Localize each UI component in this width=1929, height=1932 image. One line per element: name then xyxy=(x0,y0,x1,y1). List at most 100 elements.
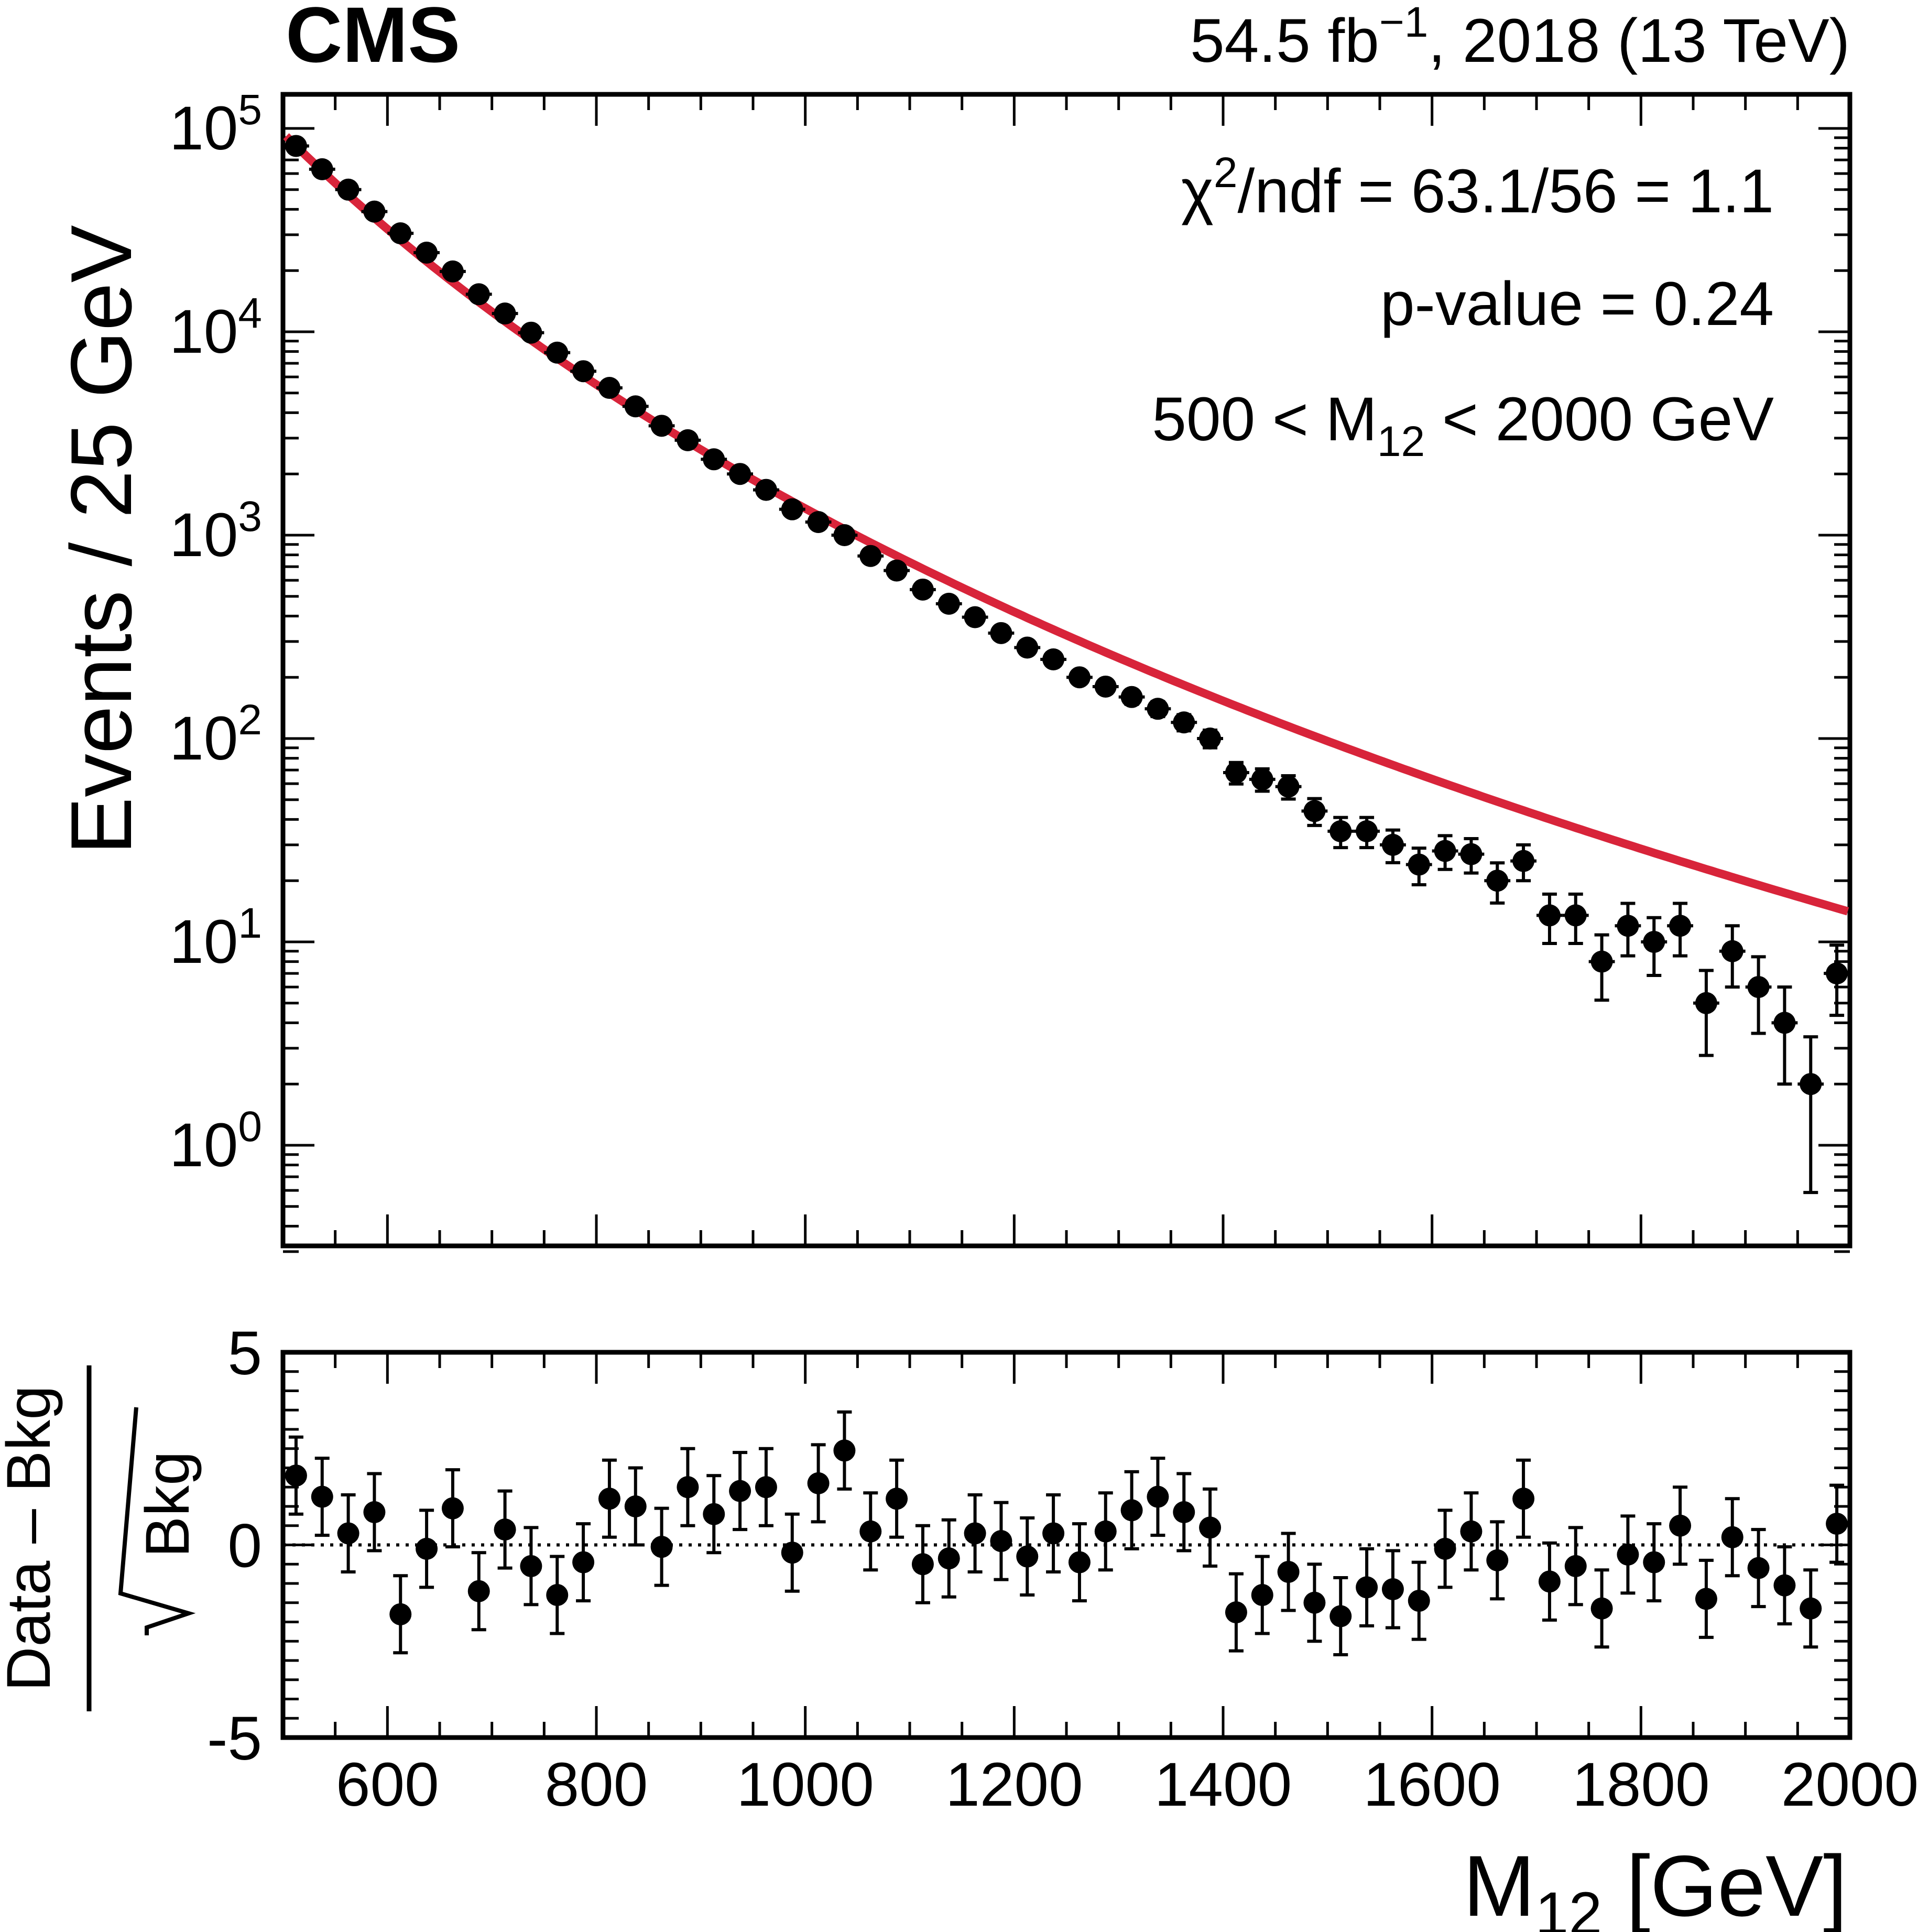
ratio-data-marker xyxy=(755,1476,777,1499)
ratio-data-point xyxy=(520,1526,542,1607)
ratio-data-marker xyxy=(1538,1570,1561,1593)
ratio-data-marker xyxy=(938,1547,960,1570)
main-data-point xyxy=(831,524,858,546)
main-data-marker xyxy=(1042,648,1065,671)
main-data-point xyxy=(413,242,440,264)
main-y-tick-label: 104 xyxy=(169,289,262,366)
ratio-data-marker xyxy=(1617,1543,1639,1566)
main-data-point xyxy=(1118,686,1145,708)
ratio-y-title-denominator: Bkg xyxy=(133,1451,202,1557)
ratio-data-point xyxy=(572,1522,595,1603)
main-data-marker xyxy=(1120,686,1143,708)
mass-range-annotation: 500 < M12 < 2000 GeV xyxy=(1152,385,1774,465)
main-data-marker xyxy=(781,498,803,520)
ratio-data-marker xyxy=(416,1537,438,1560)
ratio-data-point xyxy=(1617,1514,1639,1595)
x-tick-label: 1400 xyxy=(1154,1750,1292,1819)
main-data-marker xyxy=(1094,675,1117,698)
ratio-axis-ticks xyxy=(281,1351,1851,1739)
ratio-data-marker xyxy=(1826,1513,1848,1535)
main-data-point xyxy=(1719,924,1746,989)
ratio-data-marker xyxy=(624,1495,647,1517)
ratio-data-marker xyxy=(1225,1601,1247,1624)
ratio-data-marker xyxy=(1434,1537,1456,1560)
main-data-point xyxy=(440,260,466,283)
main-data-point xyxy=(1484,861,1511,905)
ratio-data-marker xyxy=(990,1530,1012,1553)
main-data-marker xyxy=(1721,940,1743,962)
ratio-data-point xyxy=(1356,1547,1378,1627)
ratio-data-marker xyxy=(1120,1499,1143,1522)
ratio-data-point xyxy=(598,1458,620,1539)
main-data-point xyxy=(1797,1035,1824,1195)
main-data-point xyxy=(884,559,910,582)
ratio-data-marker xyxy=(285,1464,307,1487)
ratio-data-marker xyxy=(441,1497,464,1519)
ratio-y-tick-label: -5 xyxy=(207,1704,262,1773)
ratio-data-point xyxy=(703,1474,725,1555)
ratio-data-marker xyxy=(467,1580,490,1602)
ratio-data-marker xyxy=(1460,1520,1483,1543)
x-tick-label: 1600 xyxy=(1363,1750,1501,1819)
main-y-tick-label: 102 xyxy=(169,696,262,773)
ratio-data-point xyxy=(990,1501,1012,1581)
main-data-marker xyxy=(964,606,986,628)
main-data-point xyxy=(1693,969,1719,1057)
ratio-data-marker xyxy=(1303,1591,1326,1614)
ratio-data-point xyxy=(1695,1558,1717,1639)
ratio-data-marker xyxy=(1173,1501,1195,1524)
ratio-data-marker xyxy=(1747,1557,1770,1579)
main-data-point xyxy=(701,448,727,471)
ratio-data-point xyxy=(1042,1493,1065,1573)
ratio-data-point xyxy=(1068,1522,1091,1603)
ratio-data-point xyxy=(1800,1568,1822,1649)
ratio-data-points xyxy=(285,1410,1848,1656)
ratio-data-point xyxy=(441,1468,464,1549)
ratio-data-marker xyxy=(1199,1516,1222,1539)
main-data-marker xyxy=(1329,820,1352,842)
ratio-data-point xyxy=(1773,1545,1796,1626)
ratio-data-marker xyxy=(1695,1588,1717,1610)
main-data-point xyxy=(1405,846,1432,886)
main-data-point xyxy=(910,578,936,601)
main-data-marker xyxy=(311,158,333,180)
main-axis-ticks xyxy=(281,94,1851,1253)
main-data-point xyxy=(1354,816,1380,850)
main-y-tick-label: 105 xyxy=(169,86,262,163)
main-panel-frame xyxy=(280,92,1852,1249)
main-data-marker xyxy=(1590,950,1613,973)
ratio-data-point xyxy=(467,1551,490,1632)
ratio-data-marker xyxy=(1669,1514,1692,1537)
ratio-data-point xyxy=(311,1457,333,1537)
x-tick-label: 1200 xyxy=(945,1750,1083,1819)
main-data-point xyxy=(1014,636,1041,659)
main-data-marker xyxy=(1277,775,1300,798)
ratio-data-marker xyxy=(650,1536,673,1558)
ratio-data-marker xyxy=(833,1439,856,1462)
main-data-point xyxy=(1458,837,1485,875)
main-data-point xyxy=(1092,675,1119,698)
ratio-data-point xyxy=(755,1447,777,1527)
main-data-marker xyxy=(1225,761,1247,784)
ratio-data-point xyxy=(1303,1562,1326,1643)
ratio-data-marker xyxy=(1408,1590,1430,1612)
ratio-data-point xyxy=(859,1491,882,1572)
main-data-point xyxy=(1380,828,1406,864)
ratio-data-marker xyxy=(1800,1597,1822,1620)
main-data-point xyxy=(622,395,649,418)
ratio-data-point xyxy=(494,1489,516,1570)
main-y-tick-label: 101 xyxy=(169,899,262,976)
main-data-marker xyxy=(1826,962,1848,985)
ratio-data-marker xyxy=(1016,1545,1039,1568)
main-data-marker xyxy=(1199,728,1222,750)
main-data-marker xyxy=(546,341,569,364)
main-data-point xyxy=(753,479,779,501)
main-data-point xyxy=(1301,797,1328,827)
ratio-data-marker xyxy=(1590,1597,1613,1620)
main-data-marker xyxy=(1617,915,1639,937)
ratio-data-marker xyxy=(1773,1574,1796,1597)
ratio-data-point xyxy=(1408,1560,1430,1641)
x-tick-label: 600 xyxy=(336,1750,439,1819)
ratio-data-point xyxy=(1199,1487,1222,1568)
